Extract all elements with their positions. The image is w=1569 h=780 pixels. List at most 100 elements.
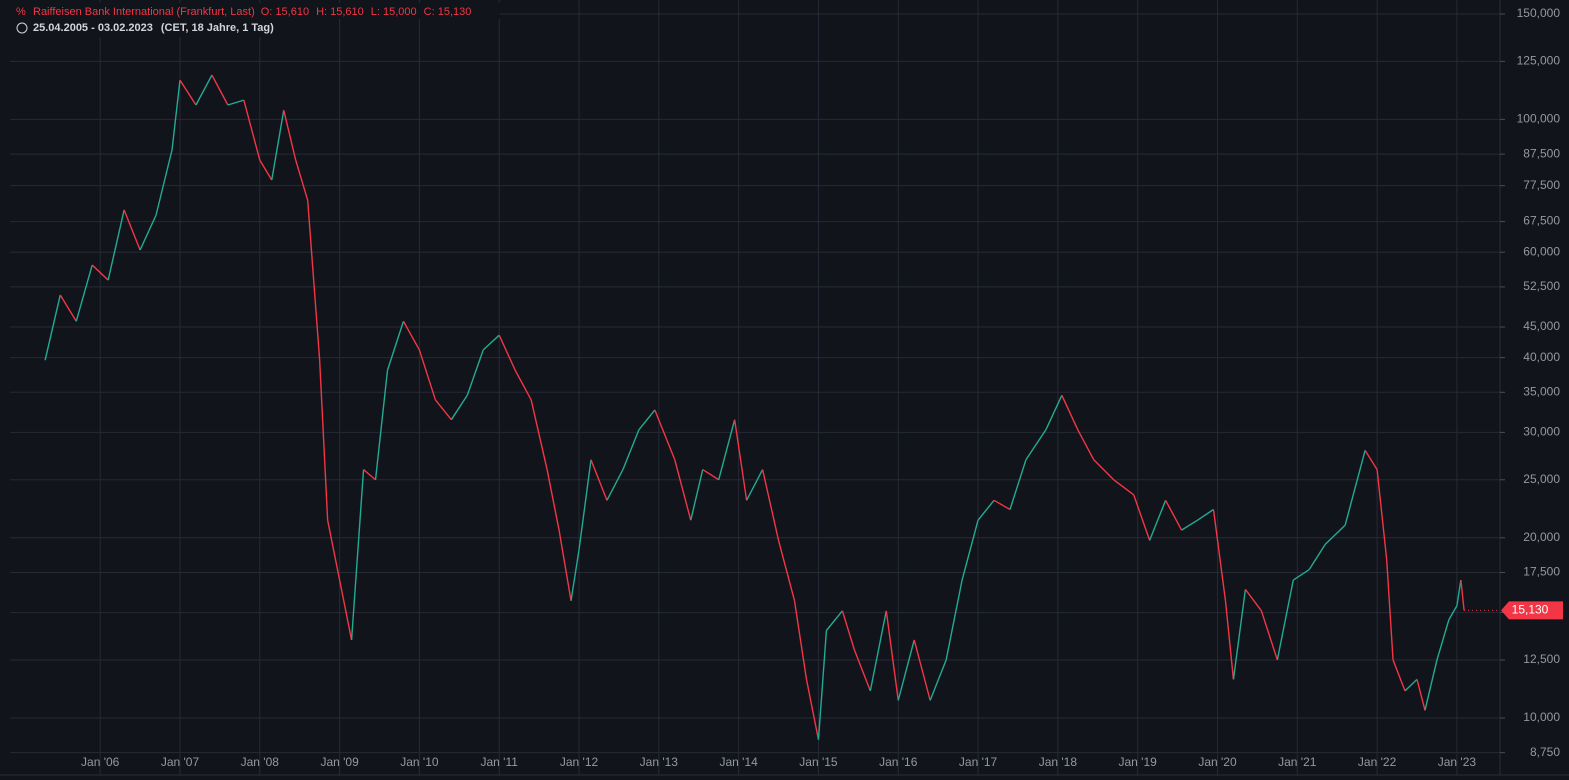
price-segment: [745, 469, 764, 501]
timeframe: (CET, 18 Jahre, 1 Tag): [161, 22, 274, 34]
price-segment: [1308, 543, 1326, 570]
x-tick-label: Jan '16: [879, 755, 918, 769]
ohlc-value: L: 15,000: [371, 6, 417, 18]
price-segment: [1232, 589, 1247, 680]
last-price-label: 15,130: [1512, 602, 1549, 616]
price-segment: [702, 468, 720, 481]
price-segment: [777, 540, 796, 601]
price-segment: [350, 469, 365, 641]
y-tick-label: 8,750: [1530, 745, 1560, 759]
y-tick-label: 25,000: [1523, 472, 1560, 486]
price-segment: [283, 110, 297, 161]
price-segment: [195, 74, 213, 106]
series-icon: %: [16, 6, 26, 18]
price-segment: [1077, 429, 1095, 461]
price-segment: [1456, 579, 1462, 606]
header-bg: [10, 3, 500, 19]
y-tick-label: 125,000: [1517, 54, 1561, 68]
y-tick-label: 35,000: [1523, 384, 1560, 398]
price-segment: [1324, 524, 1346, 545]
price-segment: [91, 264, 109, 281]
price-segment: [1224, 600, 1235, 680]
ohlc-value: C: 15,130: [424, 6, 472, 18]
price-segment: [897, 639, 915, 701]
price-segment: [793, 600, 808, 680]
x-tick-label: Jan '12: [560, 755, 599, 769]
price-segment: [913, 639, 931, 701]
y-tick-label: 12,500: [1523, 652, 1560, 666]
price-segment: [654, 409, 676, 461]
x-tick-label: Jan '21: [1278, 755, 1317, 769]
price-segment: [841, 610, 856, 650]
price-segment: [1025, 429, 1047, 461]
price-segment: [306, 200, 321, 361]
price-segment: [123, 209, 141, 251]
price-segment: [606, 469, 624, 501]
price-segment: [674, 459, 692, 521]
x-tick-label: Jan '20: [1198, 755, 1237, 769]
price-segment: [1260, 610, 1279, 661]
x-tick-label: Jan '09: [320, 755, 359, 769]
y-tick-label: 100,000: [1517, 112, 1561, 126]
price-segment: [179, 79, 197, 106]
price-segment: [1244, 588, 1262, 612]
price-segment: [1385, 559, 1394, 661]
price-segment: [59, 294, 77, 322]
price-segment: [885, 610, 899, 701]
last-price-badge: [1501, 601, 1563, 620]
price-segment: [1424, 659, 1438, 711]
price-segment: [259, 159, 273, 181]
x-tick-label: Jan '08: [241, 755, 280, 769]
y-tick-label: 45,000: [1523, 319, 1560, 333]
price-segment: [326, 520, 341, 581]
x-tick-label: Jan '18: [1039, 755, 1078, 769]
price-segment: [450, 394, 468, 421]
x-tick-label: Jan '13: [640, 755, 679, 769]
price-segment: [498, 334, 516, 371]
y-tick-label: 20,000: [1523, 530, 1560, 544]
price-segment: [1164, 499, 1183, 531]
price-segment: [853, 649, 871, 692]
price-segment: [295, 159, 309, 201]
price-segment: [1392, 659, 1406, 692]
price-segment: [514, 369, 532, 401]
x-tick-label: Jan '22: [1358, 755, 1397, 769]
price-segment: [733, 419, 748, 501]
ohlc-value: H: 15,610: [316, 6, 364, 18]
price-segment: [211, 74, 229, 106]
price-segment: [44, 294, 61, 361]
price-segment: [338, 579, 353, 641]
y-tick-label: 30,000: [1523, 425, 1560, 439]
price-segment: [638, 409, 656, 431]
y-tick-label: 40,000: [1523, 350, 1560, 364]
price-segment: [977, 499, 995, 521]
y-tick-label: 17,500: [1523, 565, 1560, 579]
x-tick-label: Jan '17: [959, 755, 998, 769]
price-segment: [466, 349, 484, 396]
y-tick-label: 67,500: [1523, 214, 1560, 228]
price-segment: [690, 469, 704, 521]
price-segment: [1197, 508, 1214, 521]
price-segment: [1093, 459, 1115, 481]
price-line: [44, 74, 1465, 740]
price-segment: [1212, 509, 1227, 601]
header-bg: [10, 19, 292, 37]
price-segment: [318, 360, 329, 521]
grid: [10, 0, 1500, 775]
x-tick-label: Jan '11: [480, 755, 518, 769]
y-tick-label: 60,000: [1523, 244, 1560, 258]
x-tick-label: Jan '10: [400, 755, 439, 769]
price-segment: [1292, 568, 1310, 581]
price-segment: [418, 349, 437, 401]
price-segment: [945, 579, 963, 661]
price-segment: [1276, 579, 1294, 661]
price-segment: [1460, 579, 1465, 611]
price-segment: [271, 110, 285, 181]
price-segment: [155, 149, 173, 216]
price-segment: [570, 549, 580, 601]
price-segment: [1061, 395, 1079, 431]
price-segment: [75, 264, 93, 322]
ohlc-value: O: 15,610: [261, 6, 309, 18]
price-segment: [869, 610, 887, 691]
